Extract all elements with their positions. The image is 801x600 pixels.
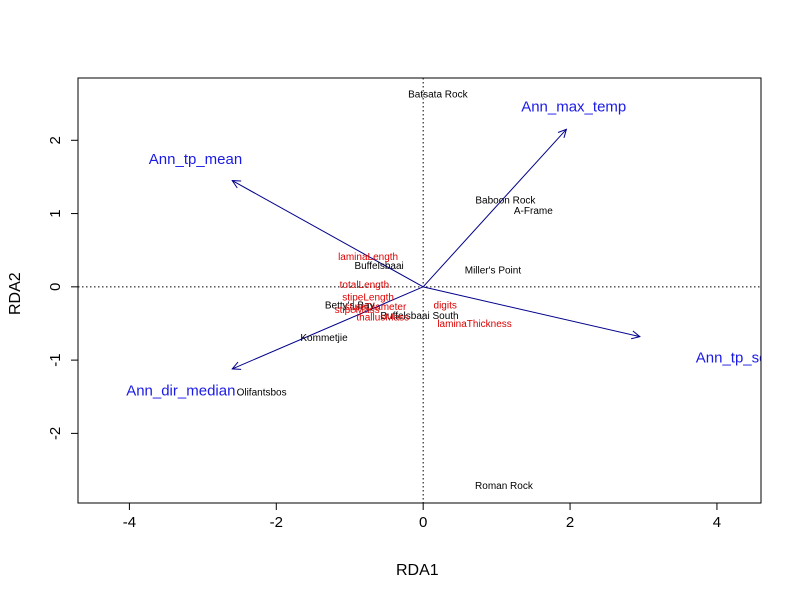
x-tick-label: 0 [419,514,427,531]
species-label: thallusMass [356,312,409,323]
biplot-arrow-label: Ann_max_temp [521,98,626,115]
y-axis-title: RDA2 [7,272,24,315]
plot-frame [77,77,762,504]
x-tick-label: -4 [123,514,136,531]
species-label: digits [434,301,457,312]
site-label: Olifantsbos [237,388,287,399]
biplot-arrow [232,286,424,369]
biplot-arrow-label: Ann_tp_mean [149,151,242,168]
site-label: Batsata Rock [408,89,468,100]
y-tick-label: -1 [47,353,64,366]
species-label: laminaLength [338,252,398,263]
y-tick-label: 0 [47,283,64,291]
species-label: stipeDiameter [345,302,407,313]
axes: -4 -2 0 2 4 -2 -1 0 1 2 [47,136,721,531]
site-label: Baboon Rock [475,196,536,207]
biplot-arrow-label: Ann_dir_median [126,383,235,400]
site-label: Miller's Point [465,265,522,276]
site-label: Kommetjie [300,333,348,344]
species-label: stipeMass [335,305,380,316]
site-label: A-Frame [514,206,553,217]
x-tick-label: 4 [713,514,721,531]
species-label: laminaThickness [437,319,511,330]
x-tick-label: 2 [566,514,574,531]
plot-area: Ann_max_temp Ann_tp_mean Ann_tp_sd Ann_dir_… [78,78,768,503]
site-label: Buffelsbaai [354,261,403,272]
species-label: totalLength [340,280,390,291]
y-tick-label: 2 [47,136,64,144]
y-tick-label: -2 [47,427,64,440]
biplot-arrow [423,286,640,337]
biplot-arrow-label: Ann_tp_sd [696,350,768,367]
x-tick-label: -2 [270,514,283,531]
species-label: stipeLength [342,292,394,303]
biplot-arrow [422,129,566,288]
y-tick-label: 1 [47,209,64,217]
x-axis-title: RDA1 [396,562,439,579]
site-label: Roman Rock [475,481,534,492]
site-label: Buffelsbaai South [380,311,458,322]
site-label: Betty's Bay [325,301,375,312]
biplot-arrow [232,181,424,288]
